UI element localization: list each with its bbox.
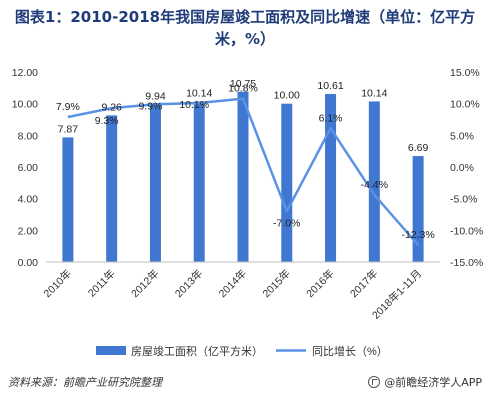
bar-label-4: 10.75	[230, 78, 256, 90]
bar-label-2: 9.94	[145, 91, 166, 103]
x-tick-0: 2010年	[41, 267, 74, 300]
source-note: 资料来源：前瞻产业研究院整理	[8, 376, 162, 389]
bar-6	[325, 94, 337, 262]
bar-label-3: 10.14	[186, 87, 212, 99]
bar-7	[368, 101, 380, 262]
growth-label-6: 6.1%	[319, 112, 343, 124]
bar-0	[62, 137, 74, 262]
y-left-tick-4: 8.00	[18, 130, 39, 142]
y-right-tick-6: 15.0%	[450, 67, 480, 79]
x-tick-7: 2017年	[347, 267, 380, 300]
legend-bar-swatch	[96, 346, 126, 355]
y-right-tick-5: 10.0%	[450, 99, 480, 111]
chart-title: 图表1：2010-2018年我国房屋竣工面积及同比增速（单位：亿平方米，%）	[14, 8, 476, 48]
x-tick-4: 2014年	[216, 267, 249, 300]
x-tick-3: 2013年	[172, 267, 205, 300]
bar-label-6: 10.61	[317, 80, 343, 92]
x-tick-6: 2016年	[304, 267, 337, 300]
bar-4	[237, 91, 249, 263]
bar-label-7: 10.14	[361, 87, 387, 99]
bar-label-8: 6.69	[408, 142, 429, 154]
x-tick-5: 2015年	[260, 267, 293, 300]
legend-line-label: 同比增长（%）	[312, 344, 388, 358]
y-left-tick-2: 4.00	[18, 194, 39, 206]
y-right-tick-0: -15.0%	[450, 257, 483, 269]
brand-logo-icon	[368, 376, 381, 388]
growth-label-0: 7.9%	[56, 101, 80, 113]
growth-label-5: -7.0%	[273, 217, 300, 229]
growth-label-4: 10.8%	[228, 83, 258, 95]
growth-label-7: -4.4%	[361, 179, 388, 191]
y-right-tick-1: -10.0%	[450, 225, 483, 237]
bar-2	[149, 104, 161, 262]
growth-label-2: 9.9%	[138, 100, 162, 112]
bar-8	[412, 156, 424, 262]
y-left-tick-6: 12.00	[12, 67, 38, 79]
y-right-tick-2: -5.0%	[450, 194, 477, 206]
growth-line	[67, 97, 420, 246]
x-tick-1: 2011年	[85, 267, 118, 300]
bar-5	[281, 103, 293, 263]
y-right-tick-3: 0.0%	[450, 162, 474, 174]
bar-3	[193, 101, 205, 262]
growth-label-1: 9.3%	[95, 115, 119, 127]
brand-text: @前瞻经济学人APP	[384, 376, 482, 389]
brand-credit: @前瞻经济学人APP	[368, 374, 482, 390]
bar-label-5: 10.00	[274, 90, 300, 102]
y-left-tick-5: 10.00	[12, 99, 38, 111]
y-left-tick-0: 0.00	[18, 257, 39, 269]
growth-label-8: -12.3%	[401, 229, 434, 241]
y-left-tick-1: 2.00	[18, 225, 39, 237]
bar-1	[106, 115, 118, 262]
growth-label-3: 10.1%	[179, 99, 209, 111]
y-right-tick-4: 5.0%	[450, 130, 474, 142]
bar-label-0: 7.87	[58, 123, 79, 135]
bar-label-1: 9.26	[101, 101, 122, 113]
legend-bar-label: 房屋竣工面积（亿平方米）	[131, 344, 263, 358]
x-tick-2: 2012年	[128, 267, 161, 300]
y-left-tick-3: 6.00	[18, 162, 39, 174]
